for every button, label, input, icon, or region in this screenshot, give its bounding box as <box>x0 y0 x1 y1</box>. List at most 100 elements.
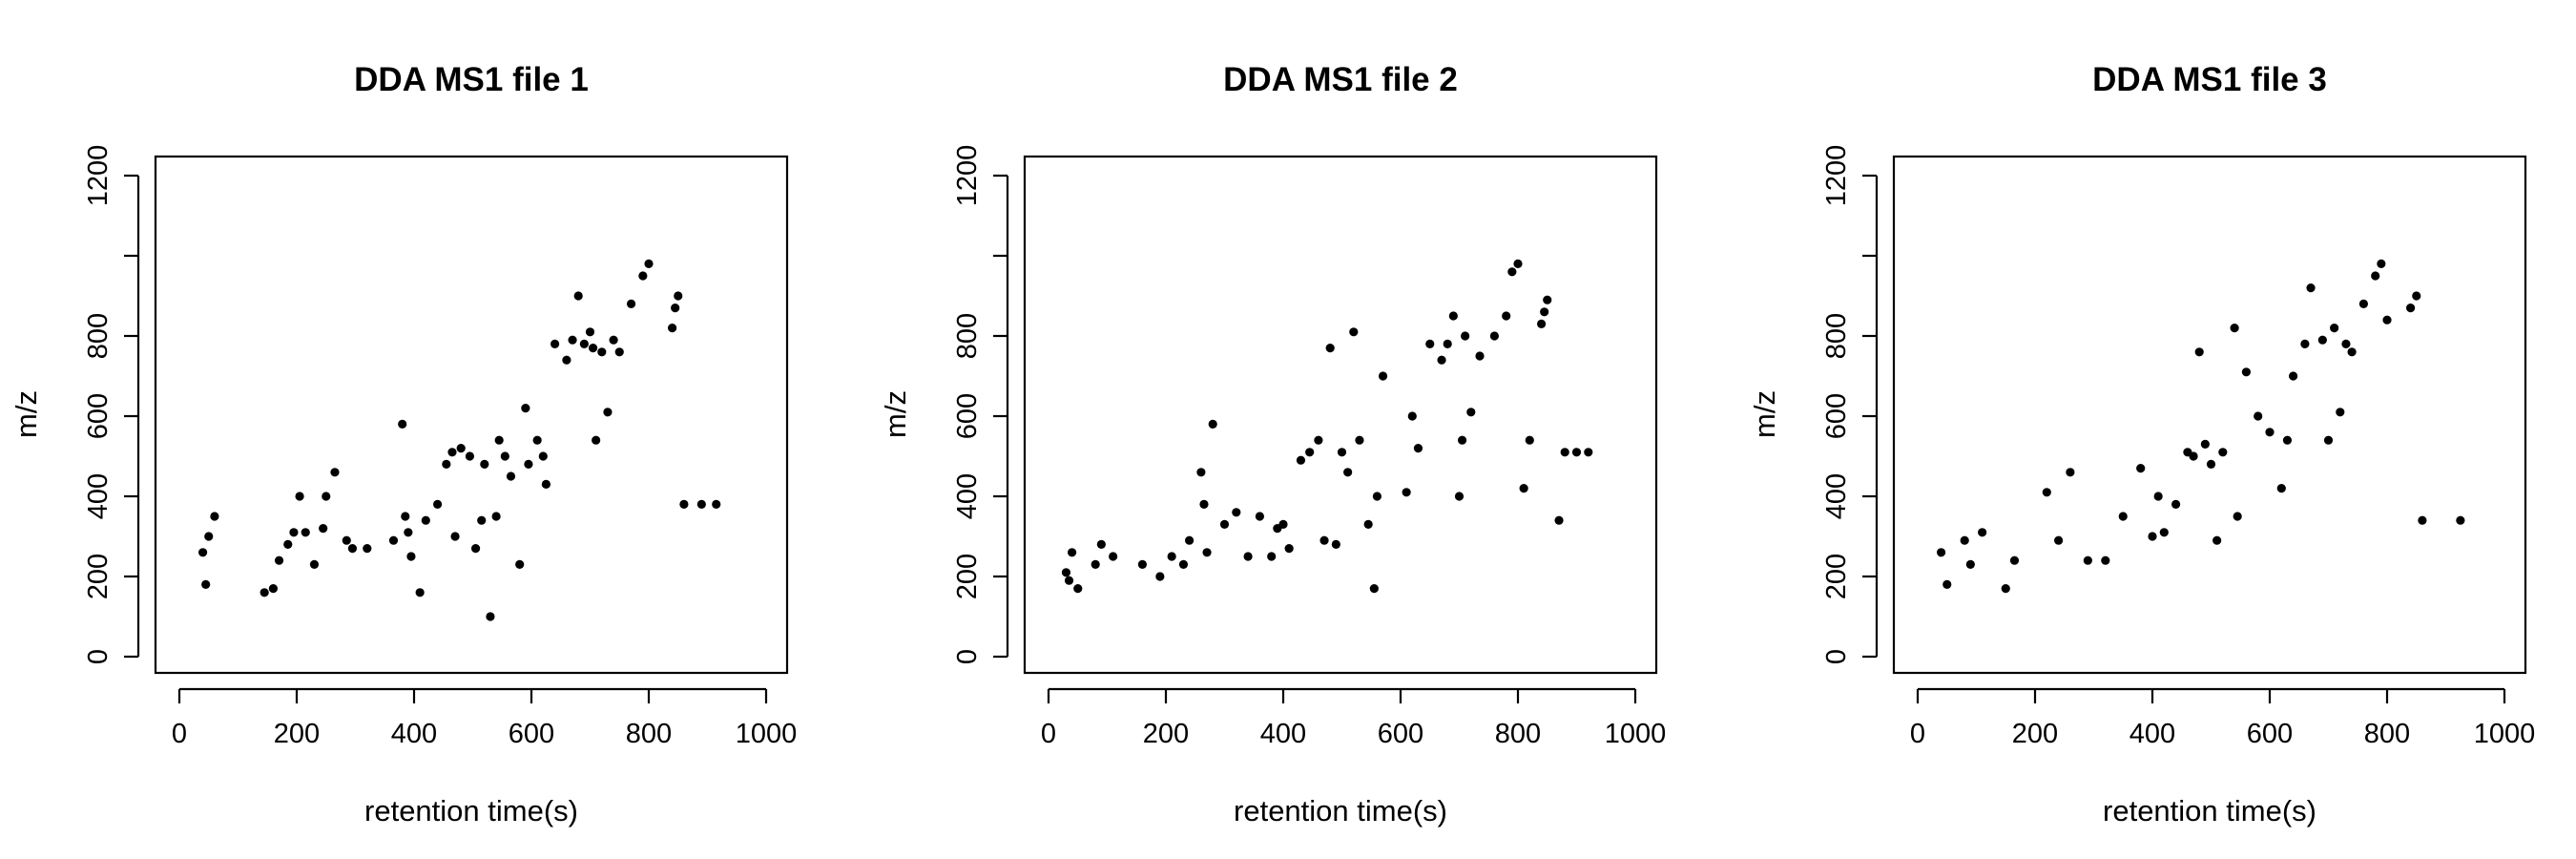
data-point <box>486 612 495 621</box>
x-tick-label: 400 <box>2129 719 2175 749</box>
data-point <box>1355 435 1364 445</box>
y-tick-label: 600 <box>952 393 983 439</box>
data-point <box>1319 535 1329 545</box>
y-tick-label: 1200 <box>1821 145 1852 207</box>
data-point <box>1543 295 1552 304</box>
data-point <box>541 479 551 489</box>
data-point <box>524 459 533 469</box>
y-tick-label: 800 <box>952 313 983 359</box>
data-point <box>1466 408 1476 417</box>
x-axis-label: retention time(s) <box>1234 794 1447 828</box>
y-tick-label: 200 <box>83 554 114 599</box>
scatter-panel-3: DDA MS1 file 3 0 200 400 600 800 1000 0 200 400 60… <box>1748 61 2535 828</box>
data-point <box>289 528 299 537</box>
data-point <box>401 512 410 521</box>
data-point <box>562 355 571 365</box>
data-point <box>415 588 425 597</box>
data-point <box>465 451 475 461</box>
y-tick-label: 1200 <box>83 145 114 207</box>
plot-frame <box>154 155 789 675</box>
data-point <box>1155 572 1165 581</box>
data-point <box>2233 512 2242 521</box>
data-point <box>2218 448 2228 457</box>
data-point <box>1178 559 1189 570</box>
data-point <box>1325 344 1335 353</box>
data-point <box>1091 559 1100 570</box>
x-axis-label: retention time(s) <box>2103 794 2316 828</box>
y-tick-label: 400 <box>83 473 114 519</box>
x-tick-label: 800 <box>2364 719 2410 749</box>
y-tick-label: 600 <box>83 393 114 439</box>
data-point <box>2206 459 2216 469</box>
x-tick-label: 400 <box>1260 719 1306 749</box>
x-tick-label: 600 <box>2247 719 2293 749</box>
data-point <box>2118 512 2128 521</box>
data-point <box>579 339 589 348</box>
data-point <box>456 444 466 453</box>
data-point <box>2412 291 2421 301</box>
data-point <box>597 347 607 357</box>
data-point <box>1167 552 1176 561</box>
data-point <box>2066 468 2075 477</box>
data-point <box>614 347 624 357</box>
data-point <box>1232 508 1241 517</box>
data-point <box>2377 259 2386 268</box>
data-point <box>1525 435 1534 445</box>
data-point <box>585 327 595 337</box>
data-point <box>1942 579 1952 590</box>
data-point <box>2159 528 2169 537</box>
data-point <box>2323 435 2334 445</box>
data-point <box>1554 515 1564 525</box>
data-point <box>319 524 328 534</box>
data-point <box>1064 576 1074 585</box>
data-point <box>644 259 654 268</box>
data-point <box>1457 435 1467 445</box>
data-point <box>674 291 683 301</box>
data-point <box>1443 339 1452 348</box>
x-tick-label: 0 <box>1910 719 1925 749</box>
data-point <box>2371 271 2380 281</box>
data-point <box>309 559 320 570</box>
plot-frame <box>1892 155 2527 675</box>
data-point <box>1489 331 1499 341</box>
data-point <box>532 435 542 445</box>
data-point <box>515 559 525 570</box>
data-point <box>1349 327 1359 337</box>
data-point <box>470 544 481 554</box>
data-point <box>1560 448 1569 457</box>
data-point <box>1284 544 1294 554</box>
y-tick-label: 0 <box>83 649 114 664</box>
data-point <box>500 451 509 461</box>
data-point <box>388 535 399 545</box>
y-tick-label: 200 <box>1821 554 1852 599</box>
data-point <box>442 459 451 469</box>
data-point <box>1978 528 1987 537</box>
data-point <box>1461 331 1470 341</box>
data-point <box>204 532 214 541</box>
data-point <box>2330 324 2339 333</box>
data-point <box>1369 584 1379 594</box>
data-point <box>2254 411 2263 421</box>
data-point <box>1454 492 1465 501</box>
y-tick-label: 0 <box>1821 649 1852 664</box>
data-point <box>363 544 372 554</box>
y-tick-label: 800 <box>83 313 114 359</box>
data-point <box>712 499 721 510</box>
data-point <box>1965 559 1975 570</box>
data-point <box>1584 448 1593 457</box>
data-point <box>1448 311 1458 321</box>
x-tick-label: 800 <box>1495 719 1541 749</box>
data-point <box>1372 492 1381 501</box>
data-point <box>210 512 219 521</box>
data-point <box>330 468 340 477</box>
plot-title: DDA MS1 file 1 <box>354 61 589 98</box>
data-point <box>494 435 504 445</box>
data-point <box>2054 535 2064 545</box>
data-point <box>573 291 583 301</box>
data-point <box>1267 552 1277 561</box>
data-point <box>1202 548 1212 557</box>
data-point <box>521 404 530 413</box>
data-point <box>347 544 358 554</box>
data-point <box>406 552 416 561</box>
